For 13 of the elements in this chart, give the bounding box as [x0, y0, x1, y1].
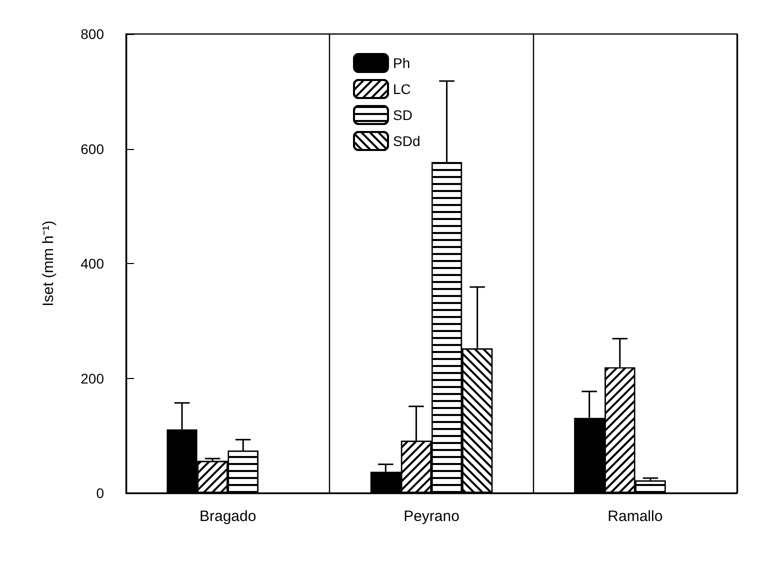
x-tick-label: Bragado — [199, 508, 256, 525]
y-tick-label: 0 — [96, 485, 104, 501]
y-axis-title: Iset (mm h⁻¹) — [40, 220, 57, 306]
x-tick-label: Ramallo — [608, 508, 663, 525]
y-tick-label: 800 — [80, 26, 104, 42]
y-tick-label: 400 — [80, 256, 104, 272]
legend-label: SD — [393, 107, 412, 123]
legend-label: LC — [393, 81, 411, 97]
y-tick-label: 600 — [80, 140, 104, 157]
legend-label: Ph — [393, 55, 410, 71]
x-tick-label: Peyrano — [404, 508, 460, 525]
legend-label: SDd — [393, 133, 420, 149]
y-tick-label: 200 — [80, 370, 104, 386]
